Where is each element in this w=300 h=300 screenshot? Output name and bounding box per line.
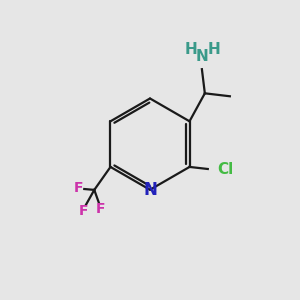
Text: F: F (96, 202, 106, 216)
Text: F: F (78, 204, 88, 218)
Text: F: F (74, 182, 84, 195)
Text: Cl: Cl (218, 162, 234, 177)
Text: N: N (143, 181, 157, 199)
Text: N: N (196, 49, 208, 64)
Text: H: H (184, 42, 197, 57)
Text: H: H (207, 42, 220, 57)
